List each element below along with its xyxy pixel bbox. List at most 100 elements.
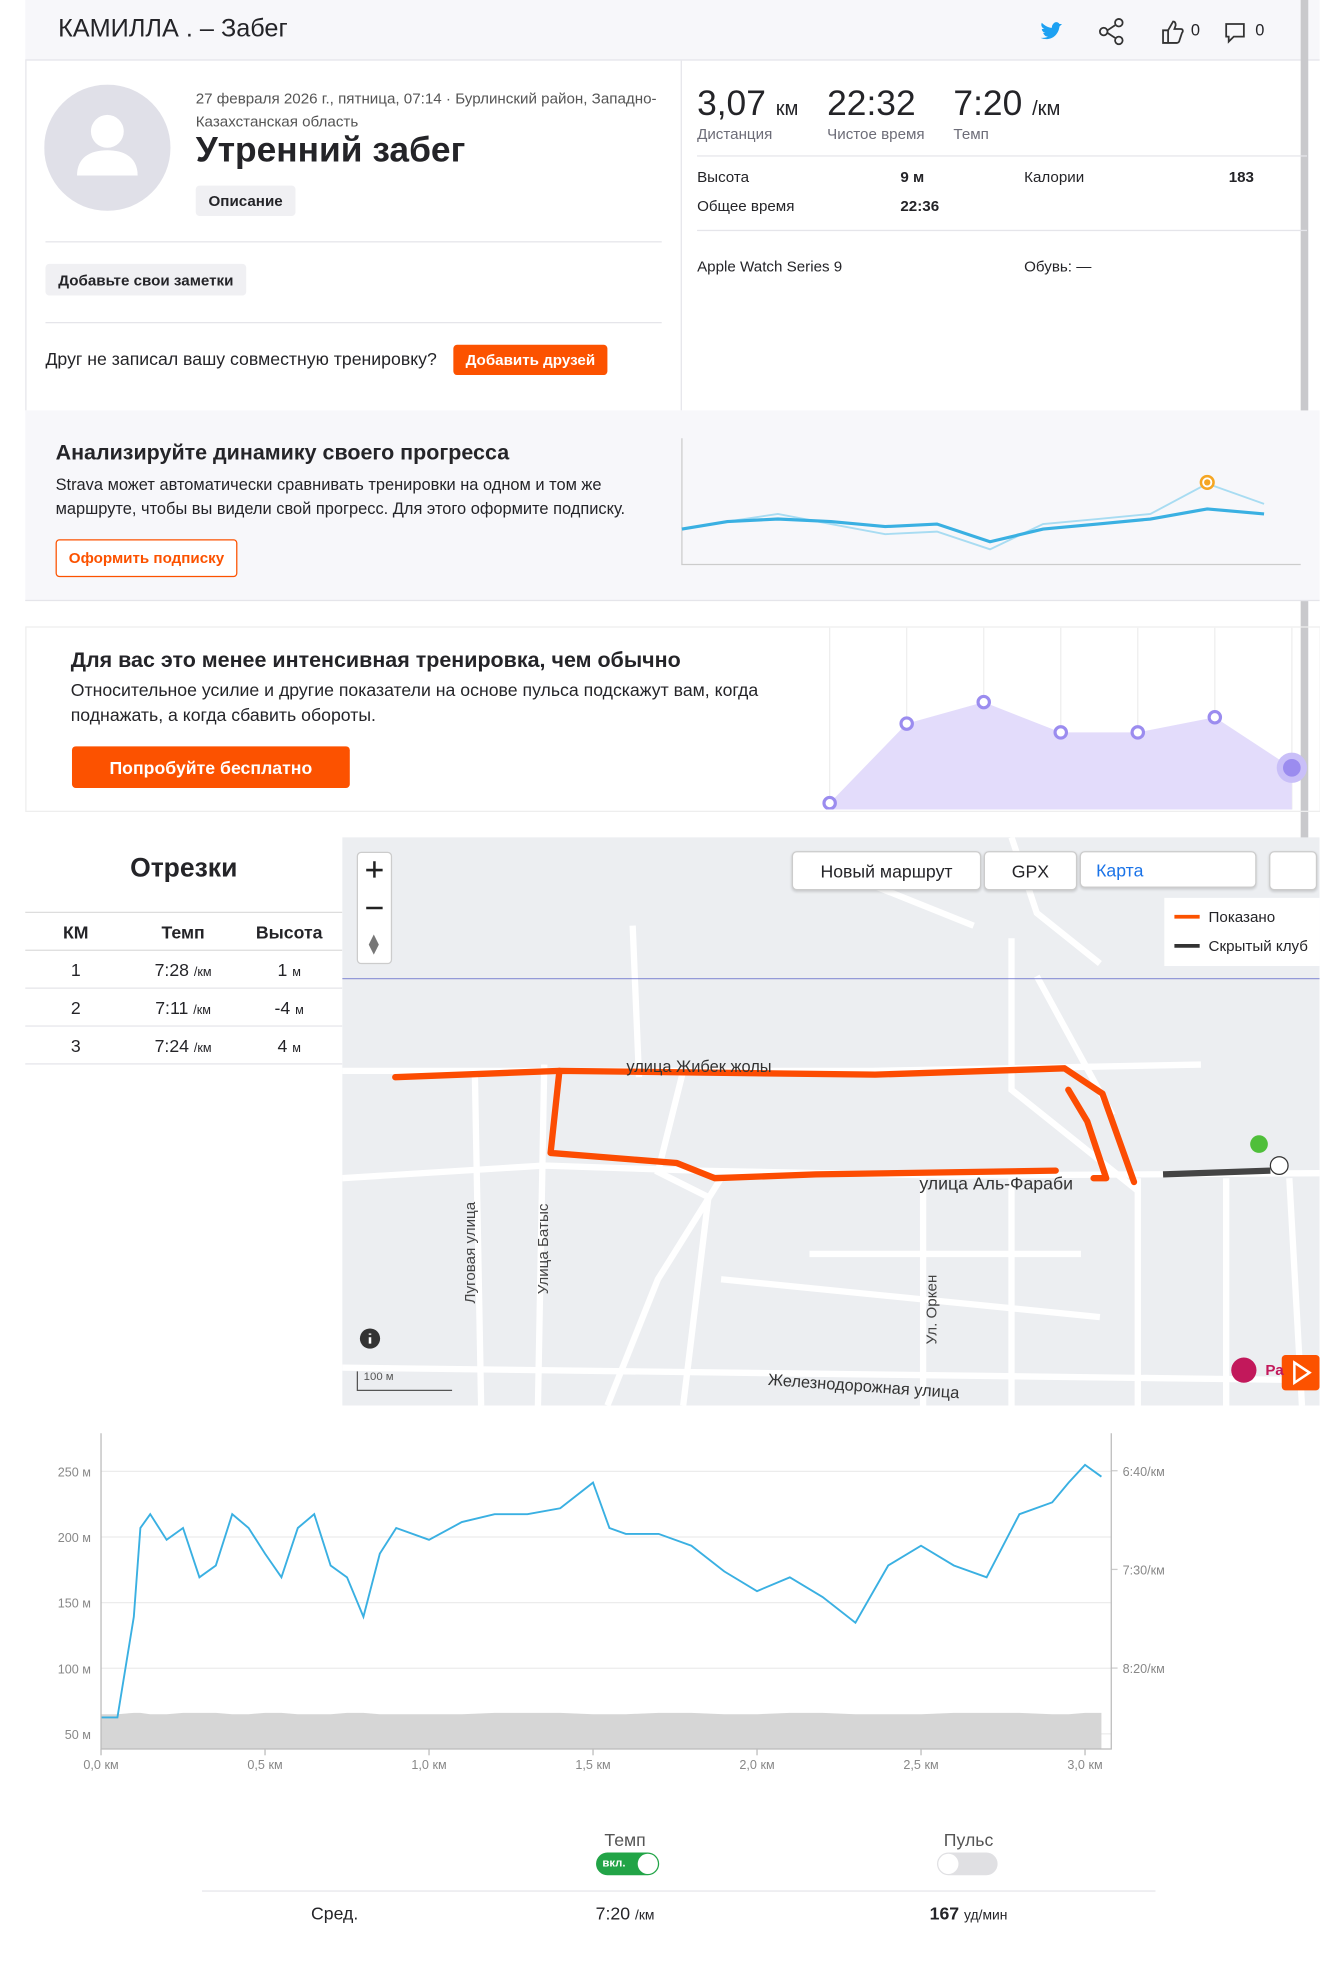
select-label: Карта bbox=[1096, 859, 1144, 880]
fullscreen-button[interactable] bbox=[1269, 851, 1318, 891]
pace-chart: 50 м 100 м 150 м 200 м 250 м 6:40/км 7:30/км 8:… bbox=[58, 1433, 1165, 1772]
kudos-icon[interactable] bbox=[1162, 20, 1184, 44]
y2-tick-label: 6:40/км bbox=[1123, 1465, 1165, 1479]
button-label: Новый маршрут bbox=[820, 860, 953, 881]
kudos-count: 0 bbox=[1190, 20, 1200, 40]
splits-panel bbox=[25, 837, 343, 1406]
map[interactable] bbox=[342, 837, 1320, 1406]
divider bbox=[25, 949, 343, 951]
pace-toggle[interactable]: вкл. bbox=[596, 1852, 660, 1876]
divider bbox=[697, 155, 1307, 157]
pace-value: 7:28 bbox=[154, 959, 189, 980]
stat-value: 22:32 bbox=[827, 83, 916, 123]
elev-value: -4 bbox=[274, 997, 291, 1018]
split-pace: 7:24 /км bbox=[133, 1035, 234, 1055]
legend-label: Показано bbox=[1208, 907, 1276, 926]
avg-pace: 7:20 /км bbox=[530, 1903, 719, 1923]
stat-label: Калории bbox=[1024, 167, 1085, 186]
avg-hr-unit: уд/мин bbox=[964, 1908, 1008, 1924]
column-header: Высота bbox=[255, 921, 323, 943]
stat-number: 3,07 bbox=[697, 83, 766, 123]
share-icon[interactable] bbox=[1099, 18, 1124, 46]
toggle-state: вкл. bbox=[602, 1856, 626, 1869]
pace-unit: /км bbox=[193, 1041, 212, 1056]
promo-title: Анализируйте динамику своего прогресса bbox=[55, 440, 510, 465]
promo-text: Относительное усилие и другие показатели… bbox=[70, 679, 759, 725]
friends-text: Друг не записал вашу совместную трениров… bbox=[45, 348, 437, 369]
shoes: Обувь: — bbox=[1024, 257, 1092, 276]
x-tick-label: 0,0 км bbox=[83, 1758, 118, 1772]
x-tick-label: 0,5 км bbox=[247, 1758, 282, 1772]
stat-label: Темп bbox=[953, 125, 989, 143]
axis bbox=[100, 1433, 1112, 1750]
avatar bbox=[44, 84, 171, 211]
split-km: 3 bbox=[70, 1035, 81, 1056]
stat-unit: /км bbox=[1032, 98, 1061, 120]
divider bbox=[697, 229, 1307, 232]
gpx-button[interactable]: GPX bbox=[983, 851, 1078, 891]
split-elev: 4 м bbox=[246, 1035, 332, 1055]
scale-label: 100 м bbox=[363, 1370, 394, 1383]
split-km: 2 bbox=[70, 997, 81, 1018]
split-pace: 7:11 /км bbox=[133, 998, 234, 1018]
try-free-button[interactable]: Попробуйте бесплатно bbox=[71, 746, 350, 788]
x-tick-label: 3,0 км bbox=[1067, 1758, 1102, 1772]
split-km: 1 bbox=[70, 959, 81, 980]
hr-toggle[interactable] bbox=[936, 1852, 998, 1876]
subscribe-button[interactable]: Оформить подписку bbox=[55, 539, 238, 578]
x-tick-label: 2,5 км bbox=[903, 1758, 938, 1772]
toggle-knob bbox=[637, 1853, 658, 1874]
x-tick-label: 1,5 км bbox=[575, 1758, 610, 1772]
divider bbox=[25, 1025, 343, 1027]
street-label: Улица Батыс bbox=[534, 1203, 552, 1295]
stat-label: Чистое время bbox=[827, 125, 925, 143]
stat-unit: км bbox=[775, 98, 799, 120]
splits-title: Отрезки bbox=[130, 853, 238, 883]
divider bbox=[25, 1063, 343, 1065]
divider bbox=[202, 1890, 1156, 1892]
stat-value: 22:36 bbox=[900, 196, 940, 215]
toggle-knob bbox=[938, 1853, 959, 1874]
stat-value: 183 bbox=[1228, 167, 1254, 186]
pace-value: 7:11 bbox=[155, 997, 189, 1018]
scrollbar bbox=[1300, 0, 1309, 1402]
x-tick-label: 1,0 км bbox=[411, 1758, 446, 1772]
twitter-icon[interactable] bbox=[1040, 22, 1063, 40]
activity-name: Утренний забег bbox=[195, 130, 466, 170]
promo-title: Для вас это менее интенсивная тренировка… bbox=[70, 647, 681, 672]
map-type-select[interactable]: Карта bbox=[1079, 851, 1257, 888]
column-header: Темп bbox=[161, 921, 205, 943]
stat-value: 3,07 км bbox=[697, 83, 798, 123]
elev-unit: м bbox=[292, 1041, 301, 1056]
avg-pace-value: 7:20 bbox=[595, 1903, 631, 1924]
button-label: GPX bbox=[1011, 860, 1050, 881]
progress-promo bbox=[25, 410, 1320, 602]
activity-title: КАМИЛЛА . – Забег bbox=[58, 15, 288, 43]
stat-number: 7:20 bbox=[953, 83, 1023, 123]
elev-value: 1 bbox=[277, 959, 288, 980]
stat-label: Общее время bbox=[697, 196, 795, 215]
comment-icon[interactable] bbox=[1225, 23, 1245, 44]
summary-label: Сред. bbox=[311, 1903, 359, 1924]
pace-value: 7:24 bbox=[154, 1035, 189, 1056]
description-button[interactable]: Описание bbox=[195, 185, 296, 216]
elevation-area bbox=[101, 1712, 1102, 1749]
info-panel bbox=[25, 60, 682, 411]
split-elev: 1 м bbox=[246, 960, 332, 980]
toggle-label: Темп bbox=[604, 1829, 646, 1851]
elev-unit: м bbox=[295, 1003, 304, 1018]
street-label: Луговая улица bbox=[461, 1201, 479, 1304]
notes-button[interactable]: Добавьте свои заметки bbox=[45, 263, 247, 296]
toggle-label: Пульс bbox=[943, 1829, 994, 1851]
comment-count: 0 bbox=[1255, 20, 1265, 40]
activity-meta: 27 февраля 2026 г., пятница, 07:14 · Бур… bbox=[195, 89, 657, 131]
avg-hr: 167 уд/мин bbox=[874, 1903, 1063, 1923]
y-tick-label: 200 м bbox=[58, 1531, 91, 1545]
new-route-button[interactable]: Новый маршрут bbox=[791, 851, 982, 891]
add-friends-button[interactable]: Добавить друзей bbox=[453, 344, 608, 376]
x-tick-label: 2,0 км bbox=[739, 1758, 774, 1772]
y2-tick-label: 8:20/км bbox=[1123, 1662, 1165, 1676]
avg-hr-value: 167 bbox=[929, 1903, 960, 1924]
